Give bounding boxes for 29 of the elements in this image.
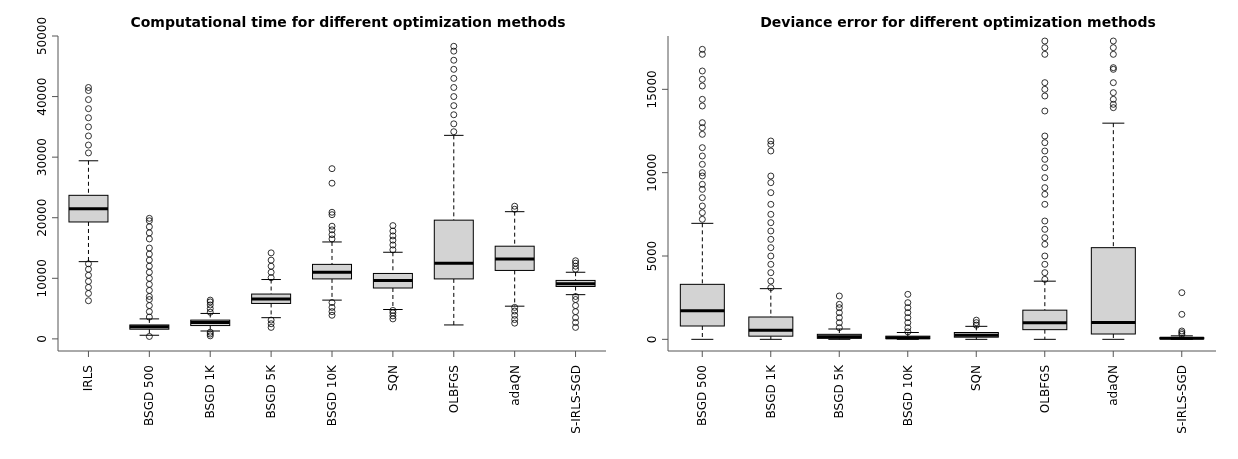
x-tick-label: BSGD 500 [142,365,157,426]
y-tick-label: 10000 [645,153,659,192]
y-tick-label: 40000 [35,77,49,116]
y-tick-label: 30000 [35,138,49,177]
x-tick-label: BSGD 1K [763,363,778,419]
x-tick-label: BSGD 10K [325,363,339,427]
x-tick-label: S-IRLS-SGD [1174,365,1189,434]
y-tick-label: 20000 [35,198,49,237]
x-tick-label: adaQN [1106,365,1121,406]
chart-title: Deviance error for different optimization methods [759,14,1157,30]
y-tick-label: 50000 [35,16,49,56]
x-tick-label: OLBFGS [1037,365,1052,414]
y-tick-label: 0 [35,335,49,343]
y-tick-label: 10000 [35,259,49,298]
x-tick-label: BSGD 1K [203,363,218,419]
x-tick-label: S-IRLS-SGD [568,365,583,434]
y-tick-label: 15000 [645,70,659,109]
x-tick-label: BSGD 500 [695,365,710,426]
x-tick-label: OLBFGS [446,365,461,414]
x-tick-label: adaQN [507,365,522,406]
y-tick-label: 0 [645,335,659,344]
x-tick-label: BSGD 10K [900,363,915,427]
x-tick-label: BSGD 5K [264,363,279,419]
x-tick-label: SQN [969,365,984,392]
y-tick-label: 5000 [645,240,659,272]
chart-title: Computational time for different optimization methods [129,14,567,30]
x-tick-label: SQN [385,365,400,392]
x-tick-label: BSGD 5K [832,363,847,419]
x-tick-label: IRLS [81,365,96,392]
